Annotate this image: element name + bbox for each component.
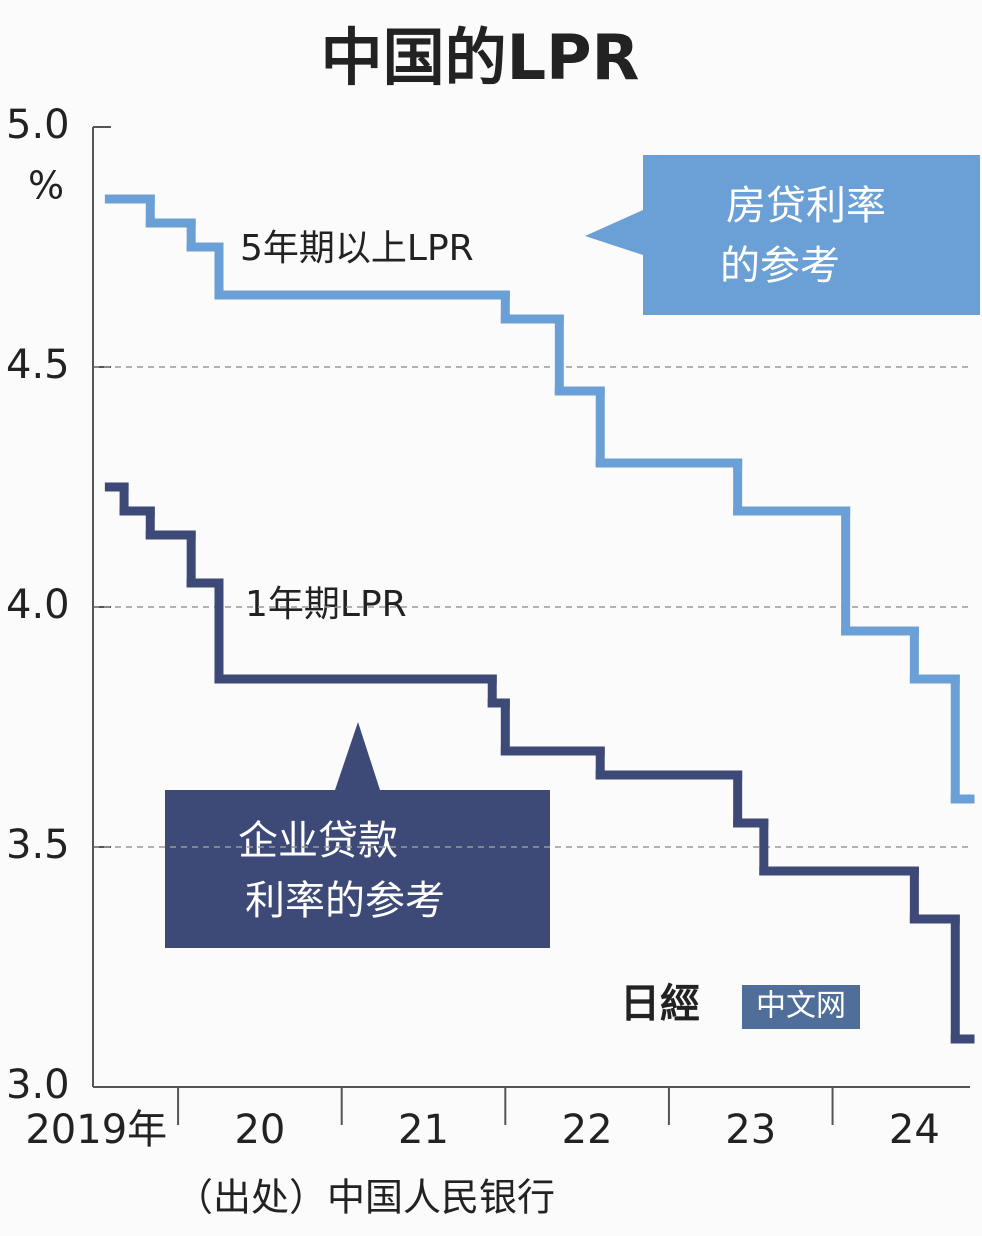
callout-text: 房贷利率 [726, 183, 886, 229]
callout-text: 利率的参考 [245, 878, 445, 924]
logo-box [742, 985, 860, 1029]
x-tick-label: 20 [234, 1107, 285, 1153]
callout-pointer [335, 722, 380, 790]
y-unit: % [28, 164, 64, 208]
callout-box [643, 155, 980, 315]
y-tick-label: 3.0 [6, 1062, 70, 1108]
y-tick-label: 4.0 [6, 582, 70, 628]
callout-text: 企业贷款 [238, 818, 398, 864]
logo-text: 中文网 [756, 989, 846, 1024]
y-tick-label: 4.5 [6, 342, 70, 388]
logo-mark: 日經 [620, 980, 700, 1027]
series-label: 1年期LPR [245, 584, 407, 625]
y-tick-label: 3.5 [6, 822, 70, 868]
callout-pointer [585, 210, 643, 255]
y-tick-label: 5.0 [6, 102, 70, 148]
chart-title: 中国的LPR [321, 21, 640, 94]
callout-box [165, 790, 550, 948]
x-tick-label: 24 [889, 1107, 940, 1153]
x-tick-label: 23 [725, 1107, 776, 1153]
x-tick-label: 21 [398, 1107, 449, 1153]
x-tick-label: 22 [562, 1107, 613, 1153]
callout-text: 的参考 [720, 243, 840, 289]
x-tick-label: 2019年 [25, 1107, 167, 1153]
series-label: 5年期以上LPR [240, 228, 474, 269]
source: （出处）中国人民银行 [175, 1176, 555, 1220]
